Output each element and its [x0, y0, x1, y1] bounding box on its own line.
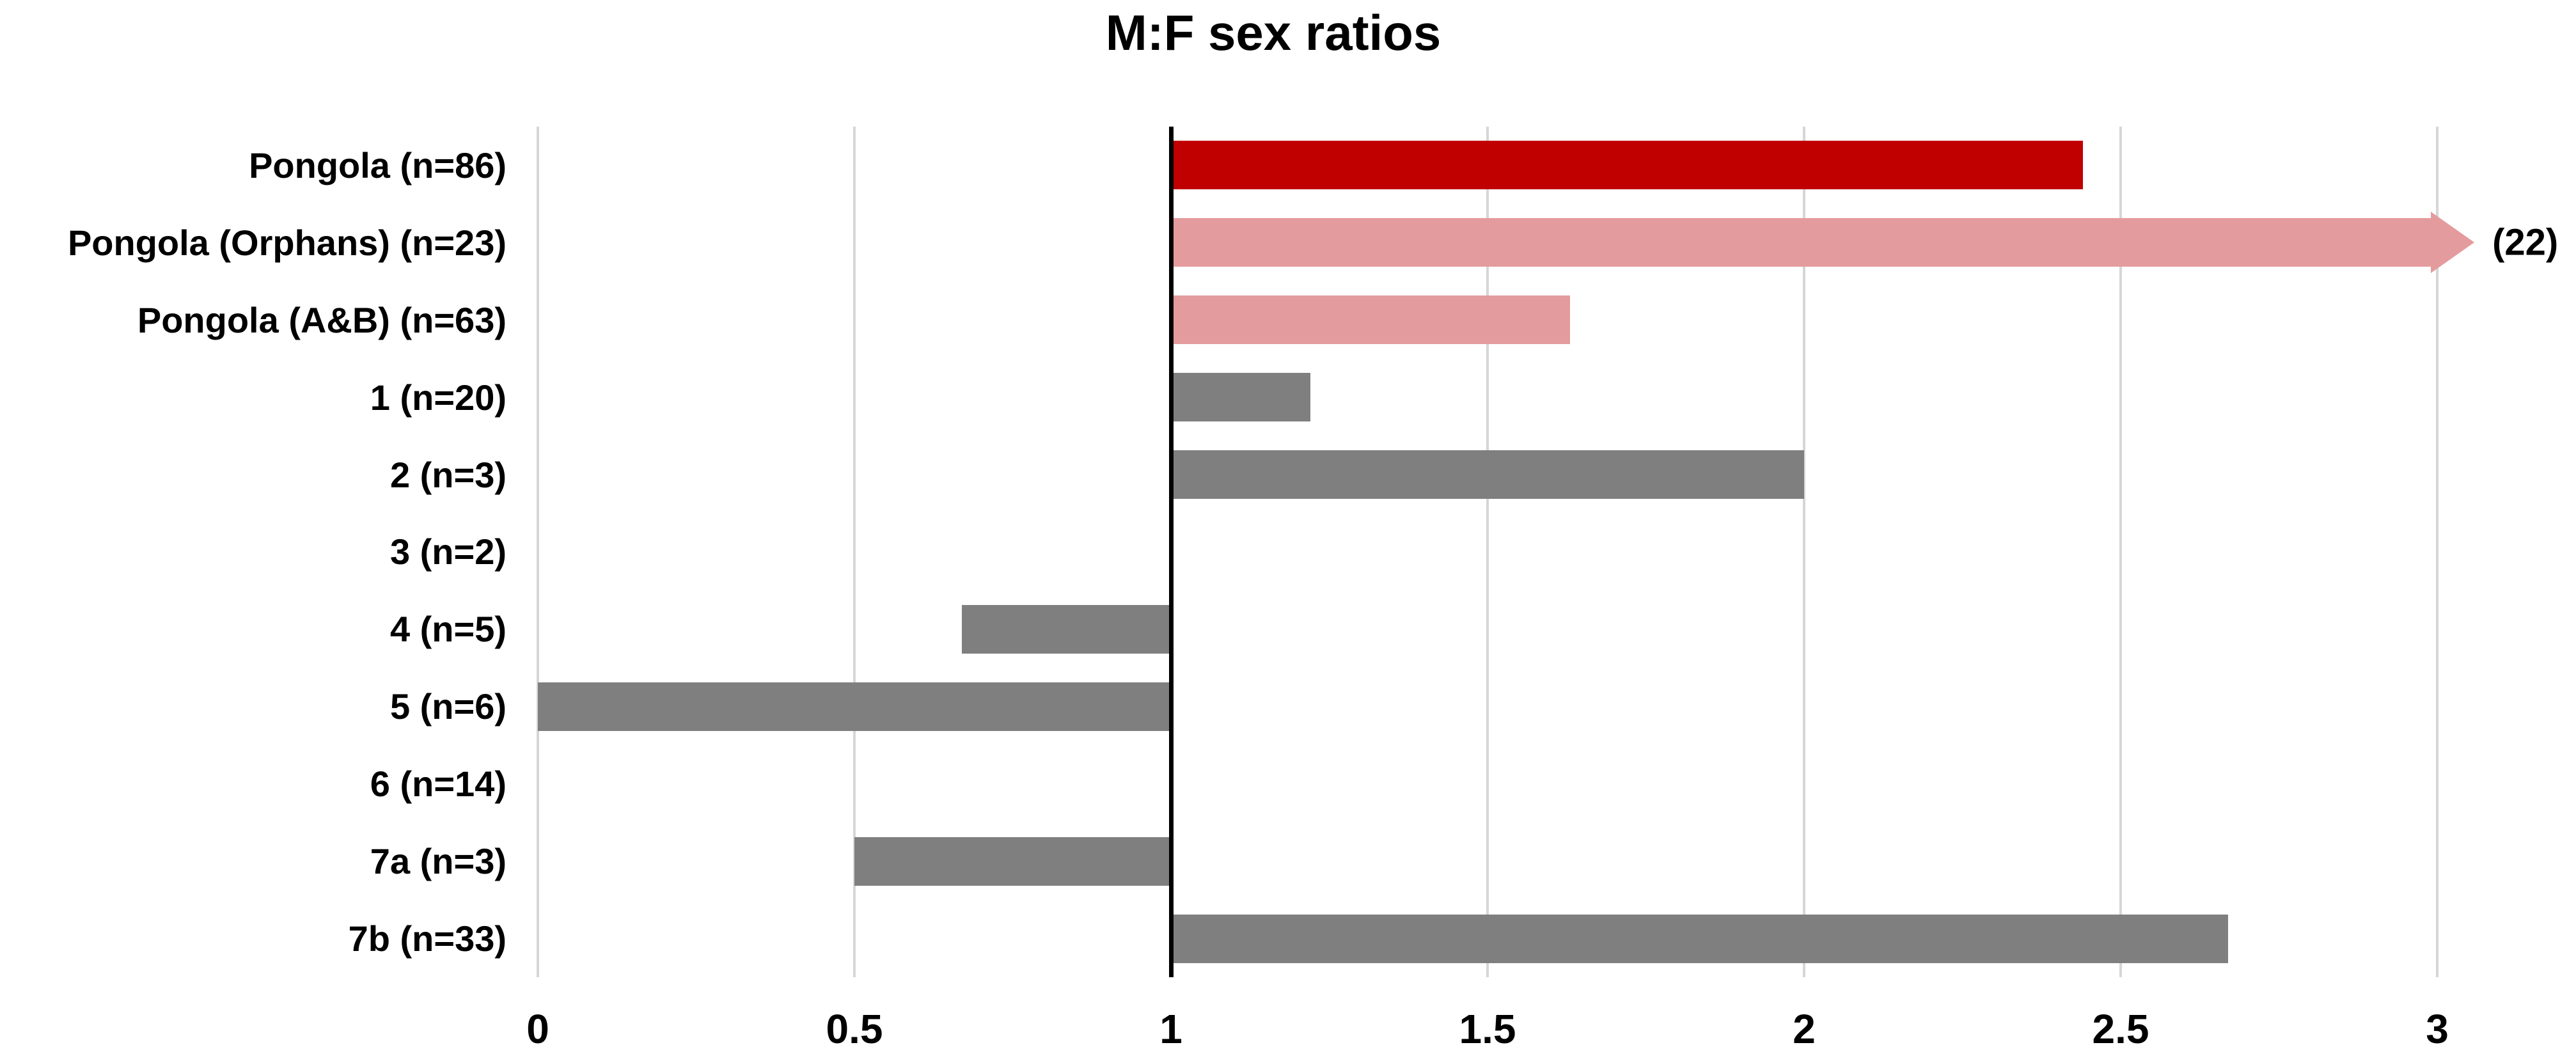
- gridline-0.5: [853, 127, 856, 977]
- category-label: 6 (n=14): [370, 764, 507, 805]
- gridline-0: [537, 127, 539, 977]
- arrow-head: [2431, 212, 2475, 274]
- bar-pongola-orphans-n-23-: [1171, 218, 2431, 267]
- bar-pongola-n-86-: [1171, 141, 2083, 190]
- overflow-value-label: (22): [2492, 221, 2559, 263]
- x-tick-label: 3: [2426, 1006, 2449, 1052]
- category-label: 1 (n=20): [370, 377, 507, 418]
- bar-pongola-a-b-n-63-: [1171, 295, 1570, 345]
- x-tick-label: 2.5: [2092, 1006, 2149, 1052]
- x-tick-label: 0: [526, 1006, 549, 1052]
- x-tick-label: 1.5: [1459, 1006, 1516, 1052]
- category-label: 3 (n=2): [389, 531, 507, 572]
- category-label: 7b (n=33): [348, 918, 507, 959]
- bar-7b-n-33-: [1171, 914, 2229, 963]
- x-tick-label: 1: [1159, 1006, 1182, 1052]
- bar-5-n-6-: [538, 682, 1171, 731]
- bar-1-n-20-: [1171, 373, 1310, 422]
- gridline-2: [1803, 127, 1805, 977]
- category-label: Pongola (A&B) (n=63): [137, 299, 507, 340]
- baseline-at-1: [1168, 127, 1174, 977]
- category-label: 5 (n=6): [389, 686, 507, 727]
- x-tick-label: 2: [1793, 1006, 1816, 1052]
- bar-7a-n-3-: [854, 837, 1171, 886]
- gridline-1.5: [1486, 127, 1489, 977]
- category-label: 2 (n=3): [389, 454, 507, 495]
- category-label: 4 (n=5): [389, 609, 507, 650]
- gridline-3: [2436, 127, 2439, 977]
- category-label: Pongola (n=86): [249, 145, 507, 185]
- chart-title: M:F sex ratios: [1105, 4, 1441, 61]
- bar-4-n-5-: [962, 604, 1171, 654]
- category-label: 7a (n=3): [370, 841, 507, 882]
- x-tick-label: 0.5: [826, 1006, 883, 1052]
- gridline-2.5: [2119, 127, 2122, 977]
- category-label: Pongola (Orphans) (n=23): [67, 222, 507, 263]
- bar-2-n-3-: [1171, 450, 1804, 499]
